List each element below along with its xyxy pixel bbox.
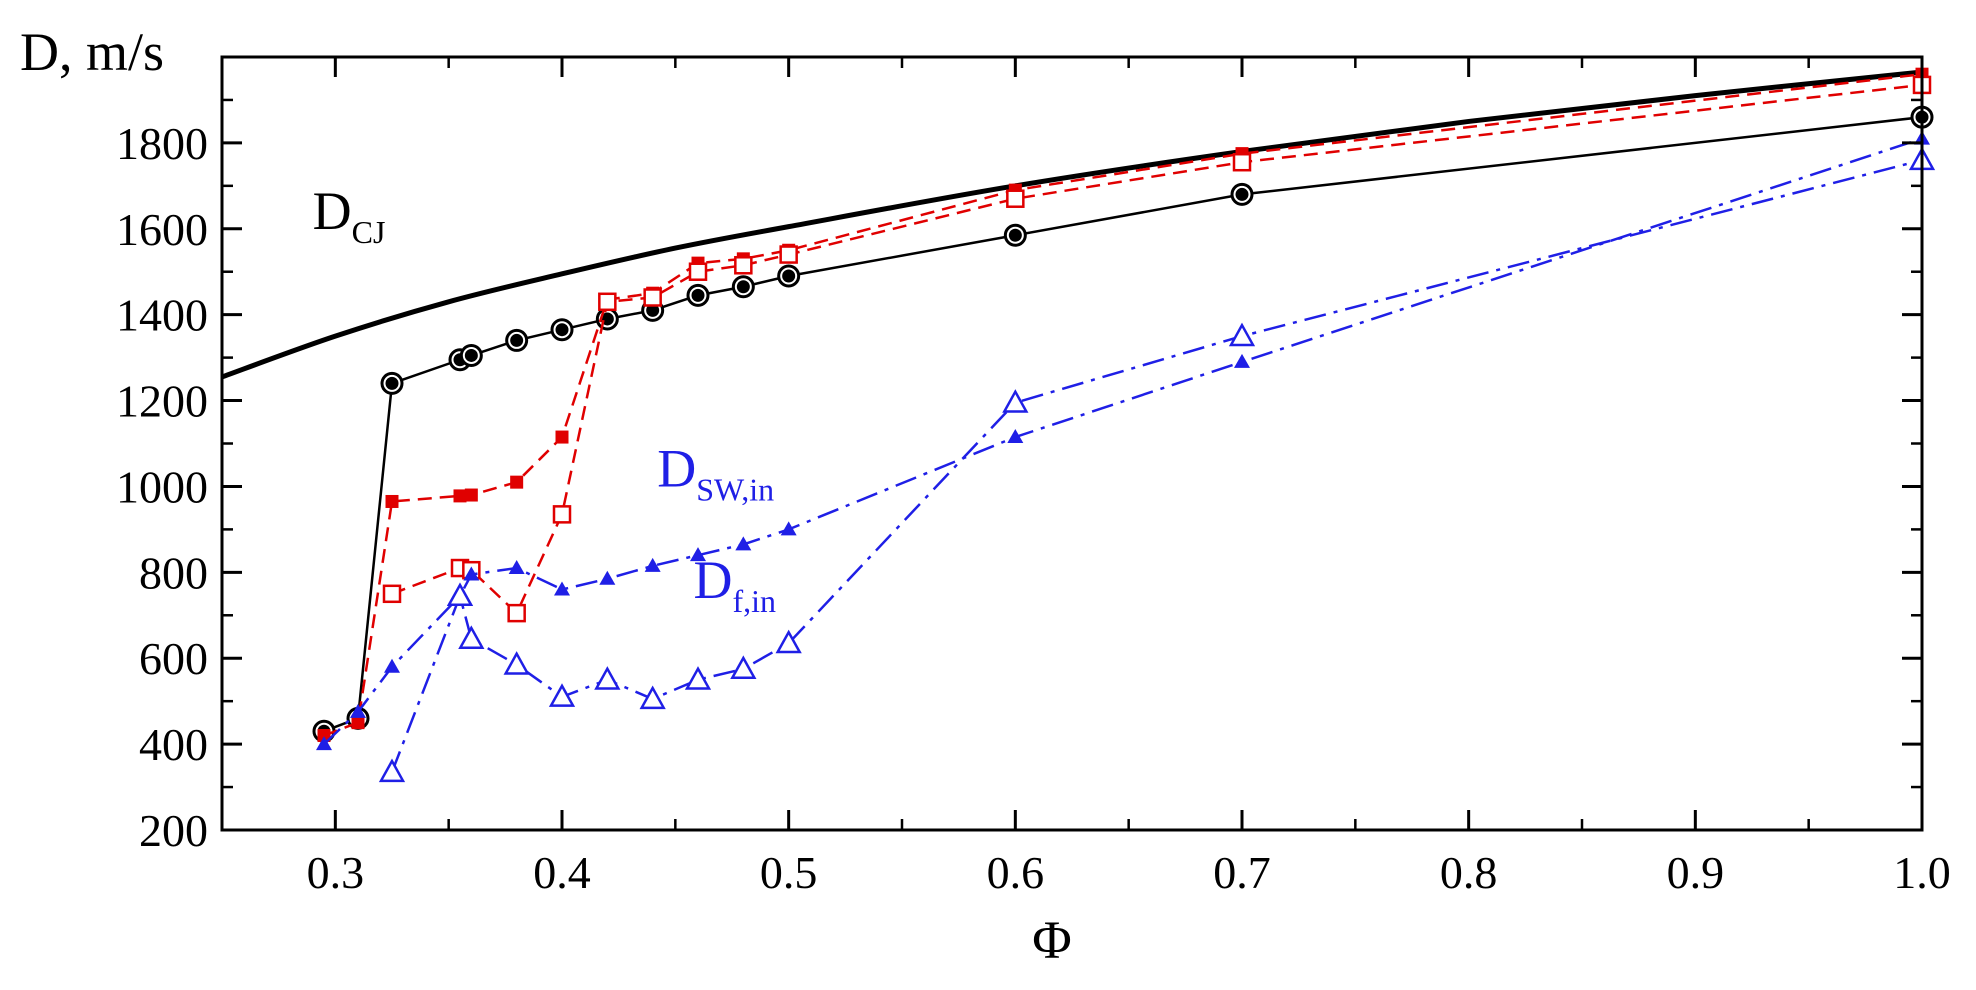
x-tick-label: 0.3 [307,847,365,898]
y-tick-label: 600 [139,633,208,684]
series-line [323,115,1923,733]
x-tick-label: 0.6 [987,847,1045,898]
data-point-core [782,269,796,283]
data-point-core [555,323,569,337]
data-point [463,566,480,581]
series-line [323,72,1923,737]
plot-frame [220,55,1924,832]
axes-layer [220,55,1924,832]
data-point [643,288,662,307]
data-point [639,685,666,710]
data-point [599,570,616,585]
annotation-main: D [657,438,696,498]
data-point [552,505,572,524]
series-1 [312,105,1934,743]
series-5 [378,146,1936,783]
data-point [554,581,570,596]
y-tick-label: 1200 [116,376,208,427]
data-point-core [736,280,750,294]
data-point [384,658,400,673]
x-tick-label: 0.7 [1213,847,1271,898]
data-point [1002,389,1029,413]
annotation-main: D [693,550,732,610]
data-point [1007,429,1024,444]
x-tick-label: 0.9 [1667,847,1725,898]
data-point [458,625,485,649]
annotation-sub: SW,in [696,471,774,507]
data-point [734,256,753,275]
x-tick-label: 0.5 [760,847,818,898]
labels-layer: D, m/s Φ [20,22,1072,970]
y-tick-label: 1400 [116,290,208,341]
data-point [317,729,331,743]
y-tick-label: 200 [139,805,208,856]
data-point-core [1235,187,1249,201]
data-point [350,703,366,718]
data-point [775,629,802,654]
data-point [385,494,399,508]
data-point [684,666,712,690]
annotation-sub: f,in [732,583,776,619]
data-point [548,683,576,707]
data-point [1232,152,1252,172]
data-point [464,488,478,502]
data-point [453,489,467,503]
y-axis-title: D, m/s [20,22,164,82]
ticks-layer: 0.3 0.4 0.5 0.6 0.7 0.8 0.9 1.0 200 400 600 800 1000… [116,57,1951,898]
x-axis-title: Φ [1032,910,1071,970]
data-point [779,245,798,264]
data-point [503,651,530,675]
y-tick-label: 400 [139,719,208,770]
data-point [598,292,617,312]
data-point [508,560,525,575]
data-point [382,584,402,604]
data-point [555,430,569,444]
data-point [688,262,708,281]
y-tick-label: 1800 [116,118,208,169]
series-layer [221,67,1936,783]
series-0 [221,69,1923,380]
annotation-dcj: DCJ [313,181,386,250]
data-point [735,536,752,551]
data-point [1006,189,1025,208]
y-tick-label: 1000 [116,461,208,512]
data-point [594,666,621,690]
y-tick-label: 1600 [116,204,208,255]
data-point [1234,353,1250,368]
data-point [316,736,332,751]
data-point [690,547,706,562]
data-point-core [464,348,478,362]
annotation-df: Df,in [693,550,776,619]
data-point [644,557,661,572]
data-point-core [646,303,660,317]
data-point-core [1008,228,1022,242]
data-point [1228,322,1256,347]
series-3 [382,75,1932,623]
annotation-dsw: DSW,in [657,438,774,507]
series-line [390,158,1923,773]
data-point-core [510,333,524,347]
x-tick-label: 0.4 [533,847,591,898]
x-tick-label: 0.8 [1440,847,1498,898]
x-tick-label: 1.0 [1893,847,1951,898]
data-point [780,521,797,536]
data-point [730,655,757,680]
data-point [510,475,524,489]
annotation-main: D [313,181,352,241]
y-tick-label: 800 [139,547,208,598]
data-point [378,758,406,783]
series-line [221,69,1923,380]
annotation-sub: CJ [352,214,386,250]
data-point [446,582,474,607]
data-point-core [691,288,705,302]
data-point [351,716,365,730]
data-point [507,603,526,623]
data-point-core [385,376,399,390]
